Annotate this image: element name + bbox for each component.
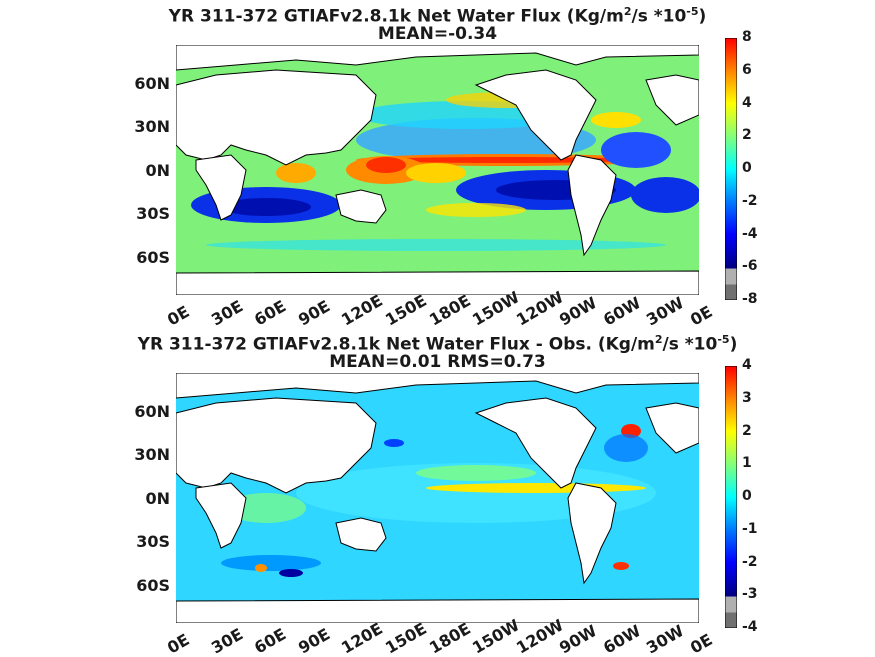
lon-label: 30E (207, 624, 246, 657)
panel2-lat-30s: 30S (136, 532, 170, 551)
lon-label: 0E (164, 301, 193, 330)
colorbar-tick-label: -6 (742, 258, 758, 275)
panel1-title: YR 311-372 GTIAFv2.8.1k Net Water Flux (… (168, 5, 707, 27)
lon-label: 60W (599, 621, 644, 657)
panel1-lat-0n: 0N (145, 161, 170, 180)
panel1-lat-60s: 60S (136, 248, 170, 267)
panel1-colorbar (725, 38, 737, 300)
colorbar-tick-label: -8 (742, 291, 758, 307)
colorbar-tick-label: 0 (742, 488, 752, 504)
colorbar-tick-label: 1 (742, 455, 752, 472)
panel2-map (176, 373, 699, 623)
lon-label: 30W (643, 621, 688, 657)
lon-label: 0E (687, 629, 716, 657)
lon-label: 0E (164, 629, 193, 657)
panel2-subtitle: MEAN=0.01 RMS=0.73 (329, 352, 546, 372)
panel1-indian-wp (276, 163, 316, 183)
panel2-blue-spot (279, 569, 303, 577)
colorbar-tick-label: -2 (742, 192, 758, 209)
panel1-subtitle: MEAN=-0.34 (377, 24, 498, 44)
panel2-kuroshio (384, 439, 404, 447)
colorbar-tick-label: -4 (742, 619, 758, 635)
lon-label: 180E (425, 618, 474, 657)
panel1-lat-30s: 30S (136, 204, 170, 223)
lon-label: 120E (338, 290, 387, 330)
panel2-agulhas (255, 564, 267, 572)
panel2-land (176, 373, 699, 623)
lon-label: 60E (251, 296, 290, 330)
panel2-itcz-bias (426, 483, 646, 493)
lon-label: 120E (338, 618, 387, 657)
lon-label: 90E (294, 296, 334, 330)
panel1-lat-30n: 30N (134, 117, 170, 136)
colorbar-tick-label: 0 (742, 160, 752, 176)
colorbar-tick-label: 2 (742, 127, 752, 144)
lon-label: 30W (643, 293, 688, 330)
panel2-malvinas (613, 562, 629, 570)
colorbar-tick-label: -4 (742, 225, 758, 242)
panel1-gulfstream (591, 112, 641, 128)
lon-label: 90E (294, 624, 334, 657)
lon-label: 0E (687, 301, 716, 330)
lon-label: 150E (381, 618, 430, 657)
panel1-satl-dry (631, 177, 699, 213)
colorbar-tick-label: 6 (742, 61, 752, 78)
lon-label: 60E (251, 624, 290, 657)
colorbar-tick-label: 2 (742, 422, 752, 439)
lon-label: 60W (599, 293, 644, 330)
lon-label: 150E (381, 290, 430, 330)
panel2-lat-60s: 60S (136, 576, 170, 595)
panel1-map (176, 45, 699, 295)
panel2-colorbar (725, 366, 737, 628)
colorbar-tick-label: -1 (742, 520, 758, 537)
colorbar-tick-label: 4 (742, 94, 752, 111)
colorbar-tick-label: 3 (742, 389, 752, 406)
colorbar-tick-label: -2 (742, 553, 758, 570)
panel2-lat-60n: 60N (134, 402, 170, 421)
panel2-lat-30n: 30N (134, 445, 170, 464)
panel1-spcz (426, 203, 526, 217)
lon-label: 180E (425, 290, 474, 330)
panel1-lat-60n: 60N (134, 74, 170, 93)
panel1-land (176, 45, 699, 295)
colorbar-tick-label: 4 (742, 357, 752, 373)
panel1-southern (206, 239, 666, 251)
panel2-title: YR 311-372 GTIAFv2.8.1k Net Water Flux -… (137, 333, 738, 355)
panel1-natl-dry (601, 132, 671, 168)
lon-label: 30E (207, 296, 246, 330)
colorbar-tick-label: 8 (742, 29, 752, 45)
panel2-lat-0n: 0N (145, 489, 170, 508)
colorbar-tick-label: -3 (742, 586, 758, 603)
